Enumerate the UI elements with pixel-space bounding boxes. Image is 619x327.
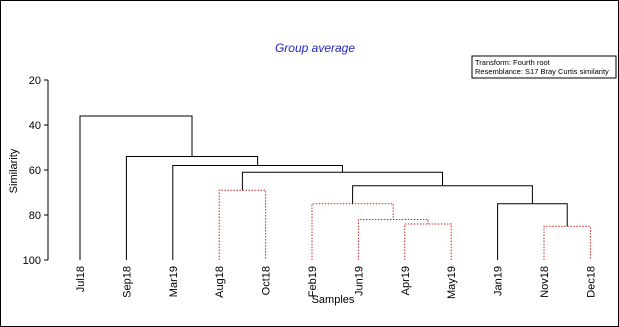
leaf-label-nov18: Nov18: [539, 266, 551, 298]
y-axis-ticks: 20 40 60 80 100: [23, 75, 48, 267]
y-tick-label: 80: [29, 210, 41, 222]
branch-c8: [241, 171, 443, 191]
chart-title: Group average: [275, 41, 355, 55]
branch-c6: [497, 203, 568, 260]
leaf-label-jul18: Jul18: [75, 266, 87, 292]
y-tick-label: 60: [29, 165, 41, 177]
y-axis-label: Similarity: [8, 148, 20, 193]
branch-c2: [404, 223, 452, 260]
branch-c4: [311, 203, 394, 260]
leaf-label-mar19: Mar19: [168, 266, 180, 297]
y-tick-label: 100: [23, 255, 41, 267]
leaf-label-sep18: Sep18: [121, 266, 133, 298]
branch-c10: [125, 156, 259, 260]
branch-c1: [218, 189, 267, 260]
leaf-label-may19: May19: [446, 266, 458, 299]
branch-c11: [79, 115, 193, 260]
dendrogram-branches: [79, 115, 591, 260]
leaf-label-dec18: Dec18: [585, 266, 597, 298]
resemblance-note: Resemblance: S17 Bray Curtis similarity: [475, 67, 609, 76]
leaf-label-feb19: Feb19: [307, 266, 319, 297]
branch-c7: [352, 185, 533, 204]
branch-c5: [543, 225, 591, 260]
branch-c9: [172, 165, 343, 260]
leaf-label-jun19: Jun19: [353, 266, 365, 296]
y-tick-label: 20: [29, 75, 41, 87]
leaf-label-jan19: Jan19: [493, 266, 505, 296]
leaf-labels: Jul18 Sep18 Mar19 Aug18 Oct18 Feb19 Jun19 Apr19…: [75, 266, 597, 299]
leaf-label-oct18: Oct18: [261, 266, 273, 295]
leaf-label-aug18: Aug18: [214, 266, 226, 298]
legend-box: Transform: Fourth root Resemblance: S17 …: [471, 55, 617, 79]
y-tick-label: 40: [29, 120, 41, 132]
transform-note: Transform: Fourth root: [475, 58, 551, 67]
branch-c3: [357, 219, 429, 260]
x-axis-label: Samples: [312, 294, 355, 306]
leaf-label-apr19: Apr19: [400, 266, 412, 295]
